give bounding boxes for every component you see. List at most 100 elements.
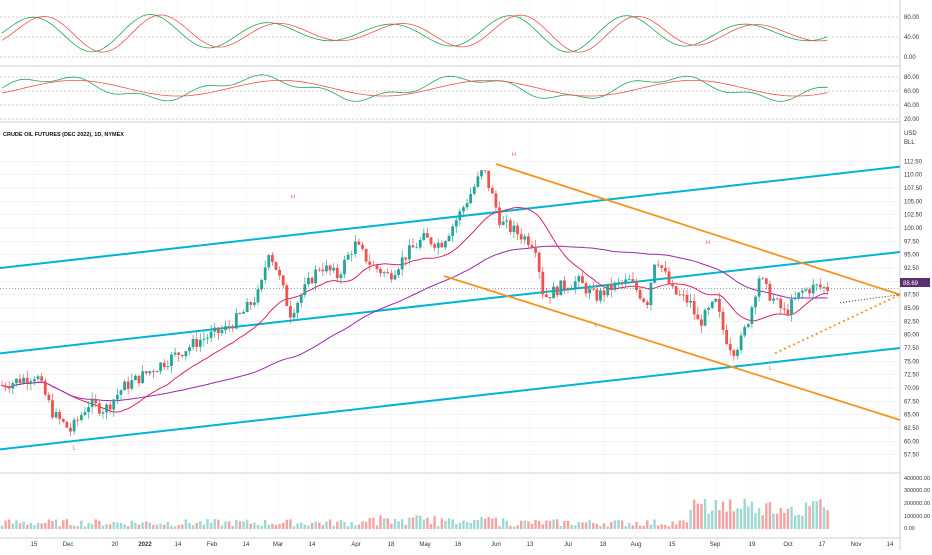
volume-bar <box>721 501 725 529</box>
candle-body <box>195 338 199 347</box>
volume-bar <box>599 525 602 529</box>
candle-body <box>566 289 570 290</box>
candle-body <box>653 264 656 283</box>
candle-body <box>260 279 263 290</box>
volume-bar <box>739 508 743 529</box>
volume-bar <box>433 516 436 529</box>
trend-channel-lines <box>0 165 901 451</box>
candle-body <box>588 288 592 294</box>
volume-bar <box>346 526 350 529</box>
volume-bar <box>397 521 400 529</box>
time-tick-label: 15 <box>31 542 38 548</box>
candle-body <box>663 267 667 272</box>
volume-bar <box>159 523 162 529</box>
volume-bar <box>253 522 256 529</box>
volume-bar <box>537 520 541 529</box>
candle-body <box>166 366 170 368</box>
candle-body <box>386 272 390 274</box>
volume-bar <box>361 521 364 529</box>
moving-average-lines <box>1 206 828 413</box>
candle-body <box>591 288 595 290</box>
candle-body <box>108 404 112 410</box>
volume-tick-label: 100000.00 <box>904 514 930 520</box>
candle-body <box>357 241 361 245</box>
pivot-marker-L: L <box>72 445 75 451</box>
candle-body <box>198 339 202 347</box>
currency-label: USD <box>904 131 917 137</box>
volume-bar <box>202 524 206 529</box>
candle-body <box>364 248 368 262</box>
volume-bar <box>707 513 710 529</box>
volume-bar <box>469 522 472 529</box>
candle-body <box>4 385 8 388</box>
candle-body <box>133 375 137 381</box>
price-tick-label: 97.50 <box>904 239 920 245</box>
volume-bar <box>545 520 548 529</box>
volume-bar <box>711 510 714 529</box>
pivot-marker-H: H <box>291 195 295 201</box>
volume-bar <box>195 522 198 529</box>
volume-bar <box>350 521 353 529</box>
candle-body <box>332 267 336 271</box>
volume-bar <box>321 525 325 529</box>
candle-body <box>58 412 62 420</box>
candle-body <box>620 282 624 284</box>
volume-bar <box>318 522 321 529</box>
candle-body <box>454 220 458 227</box>
candle-body <box>526 236 530 245</box>
candle-body <box>252 302 256 305</box>
candle-body <box>631 279 635 282</box>
volume-bar <box>563 520 566 529</box>
candle-body <box>94 399 98 404</box>
volume-bar <box>646 520 649 529</box>
volume-bar <box>386 518 389 529</box>
candle-body <box>51 400 54 418</box>
volume-bar <box>602 523 606 529</box>
wedge-support-dotted <box>774 293 901 355</box>
candle-body <box>469 193 473 204</box>
candle-body <box>141 371 145 384</box>
candle-body <box>555 286 559 296</box>
volume-bar <box>98 520 101 529</box>
volume-bar <box>65 519 69 529</box>
osc1-tick-label: 80.00 <box>904 15 920 21</box>
candle-body <box>638 290 642 299</box>
candle-body <box>782 308 786 310</box>
volume-bar <box>4 520 7 529</box>
time-tick-label: Nov <box>851 542 862 548</box>
candle-body <box>685 294 689 303</box>
candle-body <box>0 385 4 387</box>
volume-bar <box>191 525 195 529</box>
price-tick-label: 80.00 <box>904 333 920 339</box>
volume-bar <box>617 519 620 529</box>
volume-bar <box>732 511 736 529</box>
moving-average-slow <box>1 245 828 402</box>
candle-body <box>325 265 328 272</box>
volume-bar <box>451 519 454 529</box>
candle-body <box>170 354 173 367</box>
candle-body <box>703 309 707 326</box>
price-tick-label: 107.50 <box>904 186 923 192</box>
candle-body <box>238 313 242 314</box>
volume-bar <box>584 522 588 529</box>
volume-bar <box>628 523 631 529</box>
volume-bar <box>411 517 415 529</box>
candle-body <box>779 298 783 309</box>
volume-bar <box>772 513 775 529</box>
candle-body <box>317 269 321 271</box>
volume-bar <box>235 519 238 529</box>
candle-body <box>494 193 498 208</box>
candle-body <box>692 300 696 315</box>
candle-body <box>29 381 33 384</box>
candle-body <box>278 269 282 276</box>
volume-bar <box>819 499 822 529</box>
volume-bar <box>613 520 617 529</box>
candle-body <box>245 302 249 313</box>
osc2-tick-label: 60.00 <box>904 89 920 95</box>
volume-bar <box>815 501 818 529</box>
candle-body <box>786 309 790 315</box>
volume-bar <box>757 508 761 529</box>
candle-body <box>411 245 415 248</box>
candle-body <box>162 362 166 368</box>
